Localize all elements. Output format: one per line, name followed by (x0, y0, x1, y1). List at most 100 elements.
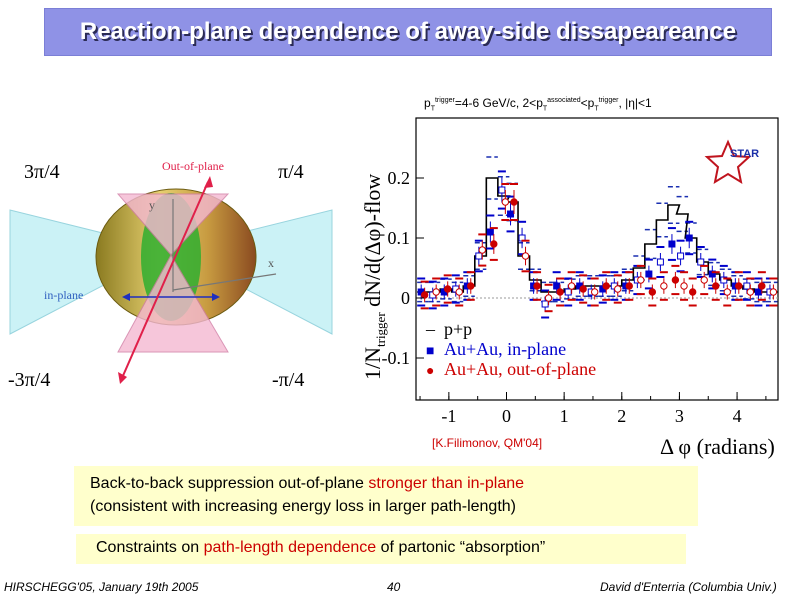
in-plane-point (541, 300, 549, 308)
suppression-note-box: Back-to-back suppression out-of-plane st… (74, 466, 698, 526)
cut-t1-sub: T (430, 105, 435, 113)
out-of-plane-point (712, 282, 720, 290)
cut-t3-sub: T (594, 105, 599, 113)
footer-author: David d'Enterria (Columbia Univ.) (600, 580, 777, 594)
out-of-plane-label: Out-of-plane (162, 159, 224, 173)
in-plane-point (677, 252, 685, 260)
suppression-line-2: (consistent with increasing energy loss … (90, 498, 516, 515)
angle-3pi4: 3π/4 (24, 161, 60, 183)
legend-label-out: Au+Au, out-of-plane (444, 359, 596, 379)
footer-page-number: 40 (387, 580, 401, 594)
out-of-plane-point (544, 294, 553, 302)
out-of-plane-arrow-line (121, 181, 209, 379)
y-tick-label: 0.1 (388, 228, 411, 248)
out-of-plane-point (723, 288, 731, 296)
kinematic-cuts: pTtrigger=4-6 GeV/c, 2<pTassociated<pTtr… (424, 96, 652, 112)
legend-marker-in: ■ (426, 344, 434, 359)
cut-t3-sup: trigger (598, 97, 619, 104)
title-bar: Reaction-plane dependence of away-side d… (44, 8, 772, 56)
chart-legend: – p+p ■ Au+Au, in-plane ● Au+Au, out-of-… (425, 319, 596, 379)
suppression-line-1: Back-to-back suppression out-of-plane st… (90, 475, 524, 493)
in-plane-point (754, 288, 762, 296)
out-of-plane-point (671, 276, 680, 284)
out-of-plane-point (590, 288, 599, 296)
out-plane-cone-bottom (117, 253, 229, 353)
in-plane-point (743, 282, 751, 290)
out-of-plane-point (533, 282, 541, 290)
out-of-plane-point (769, 288, 778, 296)
cut-s2: <p (580, 96, 595, 110)
constraints-text-a: Constraints on (96, 539, 204, 556)
x-axis-title: Δ φ (radians) (660, 434, 775, 459)
in-plane-point (564, 288, 572, 296)
reaction-plane-diagram: 3π/4 π/4 -3π/4 -π/4 Out-of-plane in-plan… (8, 159, 333, 391)
constraints-line: Constraints on path-length dependence of… (96, 539, 545, 557)
y-tick-label: 0 (401, 288, 410, 308)
out-of-plane-point (567, 282, 576, 290)
out-of-plane-point (490, 240, 498, 248)
slide-title: Reaction-plane dependence of away-side d… (79, 18, 737, 45)
star-logo-text: STAR (730, 148, 759, 160)
out-of-plane-point (501, 198, 510, 206)
cut-p1: p (424, 96, 431, 110)
in-plane-point (486, 228, 494, 236)
in-plane-point (507, 210, 515, 218)
in-plane-point (668, 240, 676, 248)
out-of-plane-point (660, 282, 668, 290)
footer-conference: HIRSCHEGG'05, January 19th 2005 (4, 580, 199, 594)
out-of-plane-point (700, 276, 708, 284)
out-of-plane-point (444, 285, 452, 293)
suppression-text-a: Back-to-back suppression out-of-plane (90, 475, 369, 492)
out-of-plane-point (556, 288, 564, 296)
out-of-plane-point (602, 282, 610, 290)
in-plane-point (685, 234, 693, 242)
out-of-plane-arrow-bottom (118, 372, 127, 384)
in-plane-arrow-left (122, 293, 130, 301)
out-of-plane-point (467, 282, 475, 290)
in-plane-label: in-plane (44, 288, 83, 302)
constraints-text-b: path-length dependence (203, 539, 377, 556)
out-of-plane-point (432, 288, 440, 296)
in-plane-arrow-right (212, 293, 220, 301)
in-plane-point (656, 258, 664, 266)
legend-label-pp: p+p (444, 319, 472, 339)
out-of-plane-point (637, 276, 645, 284)
in-plane-point (498, 186, 506, 194)
out-of-plane-point (420, 291, 429, 299)
angle-minus-3pi4: -3π/4 (8, 369, 50, 391)
x-axis-label: x (268, 256, 274, 270)
star-logo: STAR (704, 139, 759, 185)
out-of-plane-point (735, 282, 743, 290)
in-plane-point (720, 276, 728, 284)
out-of-plane-point (478, 246, 486, 254)
out-of-plane-point (510, 198, 518, 206)
in-plane-point (697, 258, 705, 266)
y-axis-title: 1/Ntrigger dN/d(Δφ)-flow (360, 174, 388, 380)
in-plane-point (708, 270, 716, 278)
constraints-text-c: of partonic “absorption” (376, 539, 546, 556)
legend-label-in: Au+Au, in-plane (444, 339, 566, 359)
out-of-plane-point (758, 282, 766, 290)
angle-minus-pi4: -π/4 (272, 369, 304, 391)
y-axis-label: y (149, 198, 155, 212)
legend-marker-out: ● (426, 364, 434, 379)
out-of-plane-point (746, 288, 755, 296)
in-plane-point (645, 270, 653, 278)
x-tick-label: 2 (617, 406, 626, 426)
out-of-plane-point (688, 288, 697, 296)
y-tick-label: -0.1 (382, 348, 411, 368)
out-of-plane-point (455, 288, 463, 296)
cut-t1-sup: trigger (434, 97, 455, 104)
x-axis (172, 273, 277, 291)
delta-phi-chart: -1 0 1 2 3 4 -0.1 0 0.1 0.2 1/Ntrigger dN/d(Δφ)-f… (360, 117, 779, 459)
out-of-plane-point (521, 252, 530, 260)
cut-t2-sub: T (542, 105, 548, 113)
y-axis-title-sub: trigger (373, 312, 388, 347)
out-of-plane-arrow-top (204, 176, 213, 188)
out-of-plane-point (579, 285, 587, 293)
y-tick-label: 0.2 (388, 168, 411, 188)
cut-s1: =4-6 GeV/c, 2<p (454, 96, 543, 110)
in-plane-point (553, 282, 561, 290)
out-of-plane-point (625, 282, 633, 290)
out-of-plane-series (420, 183, 778, 313)
